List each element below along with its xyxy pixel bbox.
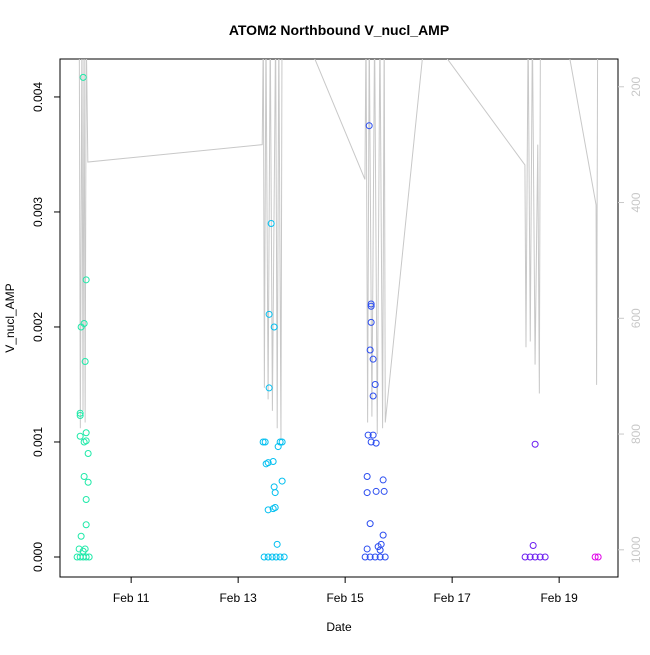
point [262,460,270,468]
point [274,443,282,451]
point [591,553,599,561]
point [380,487,388,495]
point [272,553,280,561]
point [77,532,85,540]
point [529,541,537,549]
point [264,506,272,514]
point [367,438,375,446]
point [369,431,377,439]
point [371,553,379,561]
plot-area [73,59,602,561]
point [82,437,90,445]
point [79,73,87,81]
point [271,489,279,497]
point [76,412,84,420]
point [369,355,377,363]
y-tick-label: 0.002 [31,312,45,342]
x-tick-label: Feb 11 [113,591,150,605]
point [80,472,88,480]
y2-tick-label: 400 [629,192,643,212]
point [264,553,272,561]
point [81,545,89,553]
point [372,439,380,447]
y-axis-label: V_nucl_AMP [3,283,17,352]
depth-line [78,59,599,440]
point [364,431,372,439]
point [76,432,84,440]
point [365,122,373,130]
point [363,545,371,553]
point [531,553,539,561]
point [363,489,371,497]
point [379,531,387,539]
x-axis-label: Date [326,620,352,634]
point [267,219,275,227]
point [276,553,284,561]
point [536,553,544,561]
x-tick-label: Feb 13 [219,591,257,605]
point [381,553,389,561]
point [541,553,549,561]
point [269,505,277,513]
x-tick-label: Feb 15 [326,591,364,605]
chart-title: ATOM2 Northbound V_nucl_AMP [229,22,449,38]
point [82,429,90,437]
y2-tick-label: 800 [629,424,643,444]
point [82,276,90,284]
point [273,540,281,548]
point [260,553,268,561]
point [371,380,379,388]
point [367,300,375,308]
y-tick-label: 0.004 [31,82,45,112]
point [366,520,374,528]
point [531,440,539,448]
point [363,472,371,480]
point [265,384,273,392]
point [84,449,92,457]
point [259,438,267,446]
point [265,310,273,318]
point [376,553,384,561]
point [376,546,384,554]
point [269,458,277,466]
point [81,357,89,365]
point [374,543,382,551]
point [82,553,90,561]
y2-tick-label: 600 [629,308,643,328]
point [367,318,375,326]
point [76,409,84,417]
point [372,487,380,495]
point [361,553,369,561]
point [278,477,286,485]
point [85,553,93,561]
point [82,495,90,503]
point [366,346,374,354]
point [84,478,92,486]
point [526,553,534,561]
point [369,392,377,400]
point [270,483,278,491]
point [261,438,269,446]
point [278,438,286,446]
x-tick-label: Feb 17 [433,591,471,605]
y2-tick-label: 1000 [629,536,643,563]
x-tick-label: Feb 19 [540,591,578,605]
point [268,553,276,561]
point [280,553,288,561]
point [366,553,374,561]
point [276,438,284,446]
point [367,302,375,310]
point [270,323,278,331]
point [379,476,387,484]
y-tick-label: 0.003 [31,197,45,227]
point [594,553,602,561]
point [77,323,85,331]
point [82,521,90,529]
point [521,553,529,561]
y2-tick-label: 200 [629,76,643,96]
y-tick-label: 0.001 [31,427,45,457]
y-tick-label: 0.000 [31,542,45,572]
